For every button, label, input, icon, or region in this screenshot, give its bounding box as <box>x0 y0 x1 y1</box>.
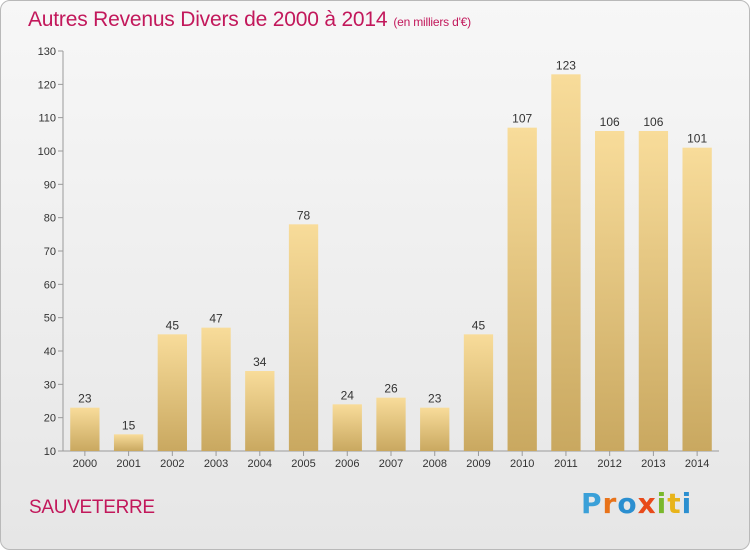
bar <box>376 397 406 451</box>
bar-value-label: 78 <box>297 208 311 222</box>
logo-letter: t <box>667 487 682 520</box>
bar-value-label: 101 <box>687 132 707 146</box>
bar-value-label: 123 <box>556 58 576 72</box>
bar-value-label: 106 <box>643 115 663 129</box>
x-tick-label: 2002 <box>160 458 184 470</box>
bar <box>245 371 275 451</box>
chart-title: Autres Revenus Divers de 2000 à 2014 (en … <box>28 8 471 32</box>
bar-value-label: 107 <box>512 112 532 126</box>
x-tick-label: 2006 <box>335 458 359 470</box>
bar <box>682 147 712 451</box>
bar <box>288 224 319 451</box>
bar <box>332 404 362 451</box>
bar <box>551 74 581 451</box>
bar-value-label: 45 <box>472 318 486 332</box>
chart-title-unit: (en milliers d'€) <box>393 15 471 29</box>
bar <box>157 334 187 451</box>
logo-letter: r <box>602 487 618 520</box>
y-tick-label: 20 <box>44 413 56 425</box>
bar-value-label: 24 <box>341 388 355 402</box>
bar-value-label: 34 <box>253 355 267 369</box>
y-tick-label: 50 <box>44 313 56 325</box>
x-tick-label: 2008 <box>422 458 446 470</box>
x-tick-label: 2004 <box>248 458 272 470</box>
logo-letter: P <box>581 487 603 520</box>
x-tick-label: 2011 <box>554 458 578 470</box>
bar-value-label: 47 <box>209 312 223 326</box>
x-tick-label: 2013 <box>641 458 665 470</box>
x-tick-label: 2012 <box>597 458 621 470</box>
y-tick-label: 80 <box>44 213 56 225</box>
bar-value-label: 106 <box>600 115 620 129</box>
y-tick-label: 70 <box>44 246 56 258</box>
x-tick-label: 2007 <box>379 458 403 470</box>
bar-value-label: 26 <box>384 382 398 396</box>
bar-value-label: 15 <box>122 418 136 432</box>
y-tick-label: 90 <box>44 179 56 191</box>
y-tick-label: 60 <box>44 279 56 291</box>
bar-value-label: 23 <box>78 392 92 406</box>
y-tick-label: 120 <box>38 79 56 91</box>
bar <box>201 327 231 451</box>
x-tick-label: 2009 <box>466 458 490 470</box>
bar <box>595 131 625 451</box>
y-tick-label: 100 <box>38 146 56 158</box>
x-tick-label: 2003 <box>204 458 228 470</box>
y-tick-label: 10 <box>44 446 56 458</box>
y-tick-label: 130 <box>38 46 56 58</box>
x-tick-label: 2005 <box>291 458 315 470</box>
logo-letter: o <box>617 487 638 520</box>
x-tick-label: 2000 <box>73 458 97 470</box>
bar <box>638 131 669 451</box>
x-tick-label: 2010 <box>510 458 534 470</box>
logo-letter: i <box>681 487 693 520</box>
bar <box>463 334 494 451</box>
bar <box>113 434 144 451</box>
bar-value-label: 23 <box>428 392 442 406</box>
y-tick-label: 30 <box>44 379 56 391</box>
logo-letter: x <box>637 487 657 520</box>
chart-title-text: Autres Revenus Divers de 2000 à 2014 <box>28 8 388 31</box>
proxiti-logo[interactable]: Proxiti <box>581 487 692 520</box>
bar-value-label: 45 <box>166 318 180 332</box>
bar <box>507 127 537 452</box>
x-tick-label: 2014 <box>685 458 709 470</box>
y-tick-label: 40 <box>44 346 56 358</box>
logo-letter: i <box>656 487 668 520</box>
bar <box>420 407 450 451</box>
bar <box>70 407 100 451</box>
y-tick-label: 110 <box>38 113 56 125</box>
x-tick-label: 2001 <box>116 458 140 470</box>
place-name: SAUVETERRE <box>29 497 155 518</box>
